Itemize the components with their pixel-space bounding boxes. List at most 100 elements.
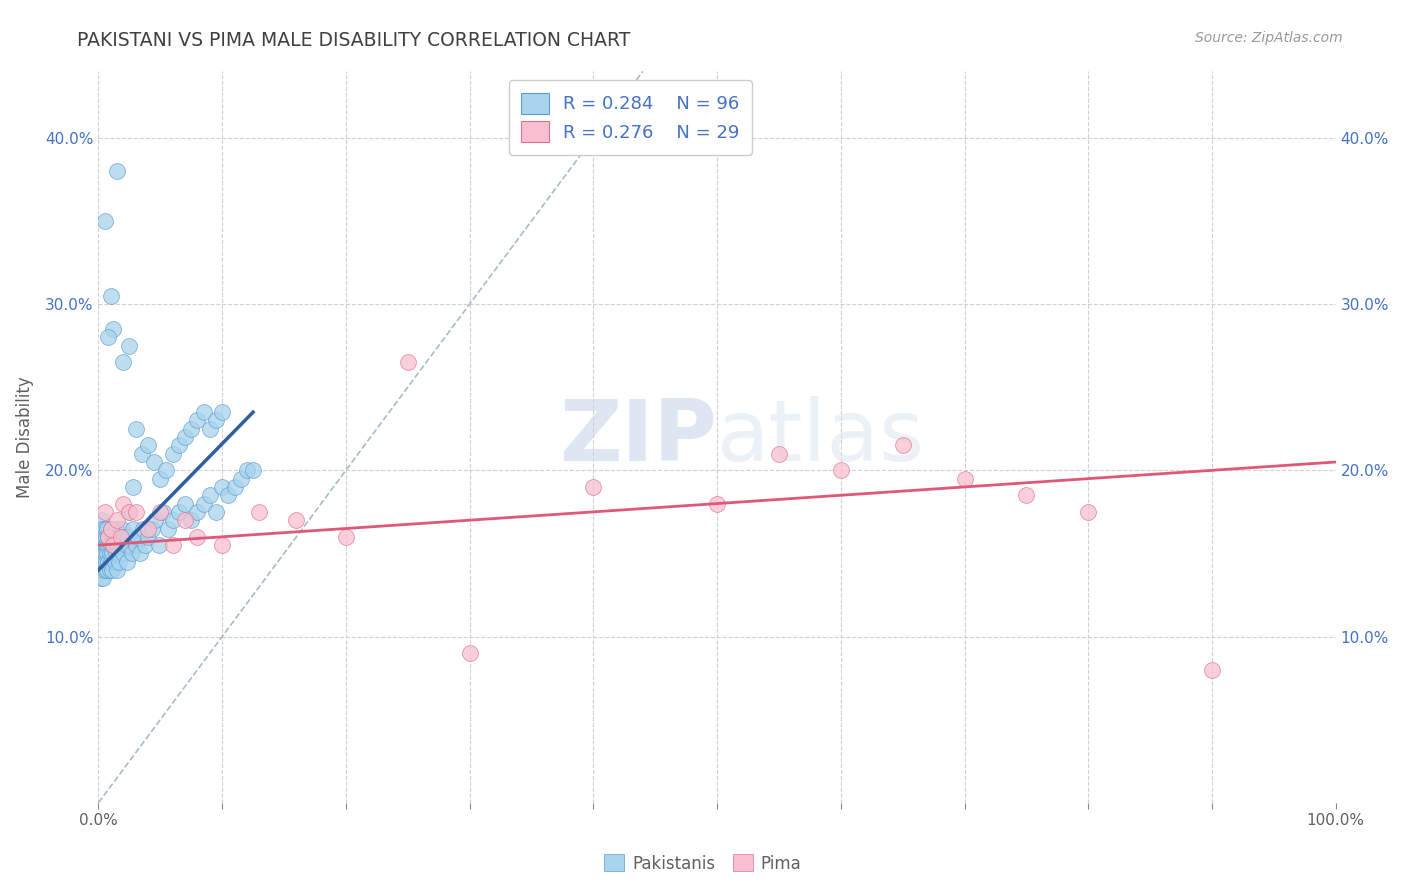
Point <box>93 521 115 535</box>
Point <box>174 513 197 527</box>
Point <box>103 322 125 336</box>
Point <box>167 438 190 452</box>
Point <box>211 538 233 552</box>
Point <box>186 413 208 427</box>
Point <box>108 546 131 560</box>
Point <box>167 505 190 519</box>
Point <box>136 438 159 452</box>
Point <box>1077 505 1099 519</box>
Point <box>100 521 122 535</box>
Point <box>97 330 120 344</box>
Point <box>104 546 127 560</box>
Point <box>105 563 128 577</box>
Point <box>396 355 419 369</box>
Point <box>93 505 115 519</box>
Text: Source: ZipAtlas.com: Source: ZipAtlas.com <box>1195 31 1343 45</box>
Point <box>180 513 202 527</box>
Point <box>91 538 114 552</box>
Point <box>97 530 120 544</box>
Point <box>162 447 184 461</box>
Text: atlas: atlas <box>717 395 925 479</box>
Point <box>174 430 197 444</box>
Point <box>141 521 163 535</box>
Legend: R = 0.284    N = 96, R = 0.276    N = 29: R = 0.284 N = 96, R = 0.276 N = 29 <box>509 80 752 154</box>
Point <box>458 646 481 660</box>
Point <box>100 555 122 569</box>
Point <box>104 521 127 535</box>
Point <box>112 497 135 511</box>
Point <box>122 521 145 535</box>
Point <box>186 530 208 544</box>
Point <box>93 546 115 560</box>
Point <box>97 555 120 569</box>
Point <box>94 530 117 544</box>
Point <box>96 563 118 577</box>
Point <box>162 538 184 552</box>
Point <box>155 463 177 477</box>
Point <box>162 513 184 527</box>
Point <box>100 521 122 535</box>
Point <box>105 513 128 527</box>
Point <box>186 505 208 519</box>
Point <box>205 413 228 427</box>
Point <box>193 405 215 419</box>
Legend: Pakistanis, Pima: Pakistanis, Pima <box>598 847 808 880</box>
Point <box>335 530 357 544</box>
Point <box>93 538 115 552</box>
Point <box>93 530 115 544</box>
Point <box>117 530 139 544</box>
Point <box>132 521 155 535</box>
Point <box>1201 663 1223 677</box>
Point <box>108 555 131 569</box>
Point <box>134 538 156 552</box>
Point <box>136 521 159 535</box>
Point <box>115 555 138 569</box>
Point <box>211 405 233 419</box>
Point <box>193 497 215 511</box>
Point <box>224 480 246 494</box>
Point <box>110 530 132 544</box>
Point <box>118 338 141 352</box>
Point <box>124 538 146 552</box>
Point <box>148 538 170 552</box>
Point <box>830 463 852 477</box>
Point <box>98 563 121 577</box>
Point <box>247 505 270 519</box>
Point <box>198 488 221 502</box>
Point <box>103 530 125 544</box>
Point <box>211 480 233 494</box>
Point <box>90 513 112 527</box>
Point <box>198 422 221 436</box>
Point <box>93 555 115 569</box>
Point <box>122 480 145 494</box>
Point <box>129 546 152 560</box>
Point <box>90 530 112 544</box>
Point <box>121 546 143 560</box>
Point <box>143 455 166 469</box>
Point <box>236 463 259 477</box>
Text: ZIP: ZIP <box>560 395 717 479</box>
Point <box>124 505 146 519</box>
Point <box>103 538 125 552</box>
Point <box>152 505 174 519</box>
Point <box>136 530 159 544</box>
Point <box>103 538 125 552</box>
Point <box>156 521 179 535</box>
Point <box>96 546 118 560</box>
Point <box>93 546 115 560</box>
Text: PAKISTANI VS PIMA MALE DISABILITY CORRELATION CHART: PAKISTANI VS PIMA MALE DISABILITY CORREL… <box>77 31 631 50</box>
Point <box>100 289 122 303</box>
Point <box>242 463 264 477</box>
Point <box>107 530 129 544</box>
Point <box>149 505 172 519</box>
Point <box>100 538 122 552</box>
Point <box>105 164 128 178</box>
Point <box>93 563 115 577</box>
Point <box>118 538 141 552</box>
Point <box>93 555 115 569</box>
Point <box>217 488 239 502</box>
Point <box>90 555 112 569</box>
Point <box>96 521 118 535</box>
Point <box>91 521 114 535</box>
Point <box>131 447 153 461</box>
